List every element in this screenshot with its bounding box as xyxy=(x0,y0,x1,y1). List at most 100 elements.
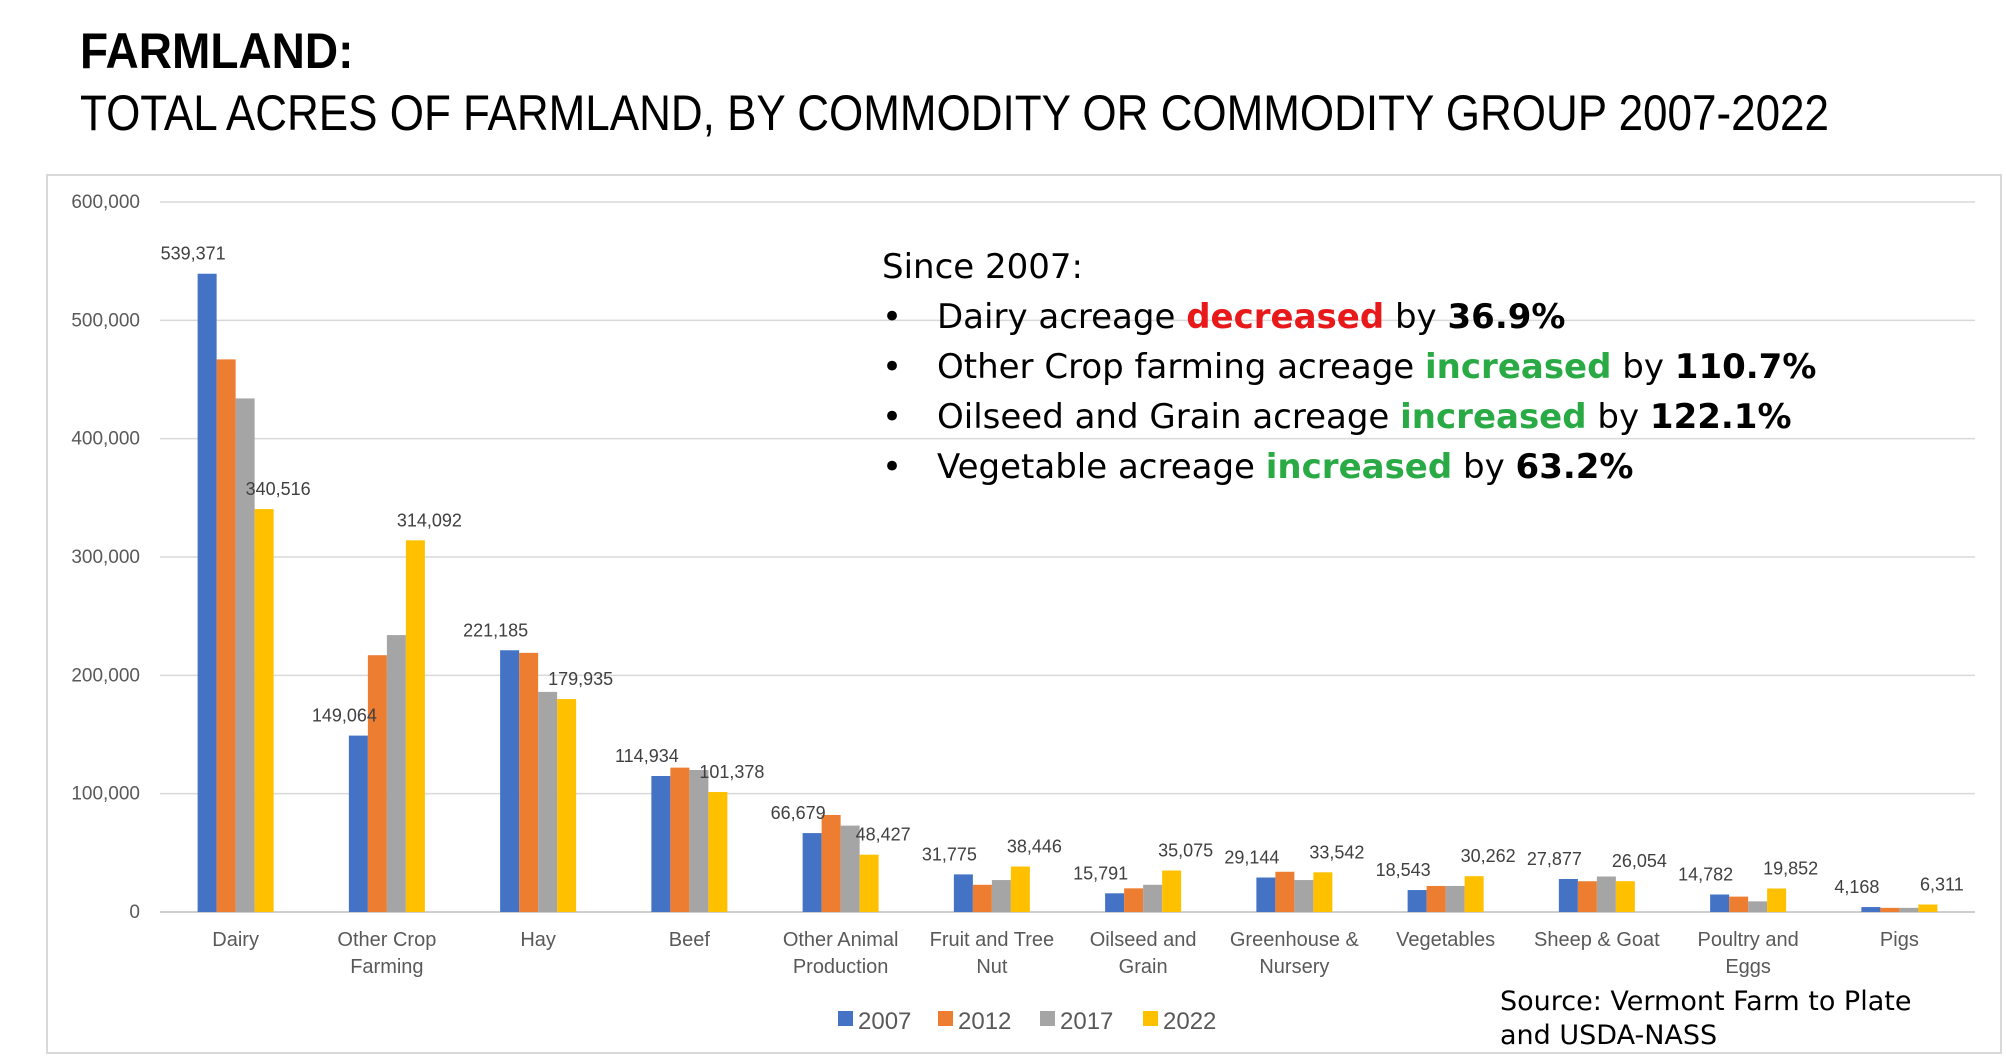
data-label: 30,262 xyxy=(1461,846,1516,866)
legend: 2007 2012 2017 2022 xyxy=(838,1008,1216,1035)
y-tick-label: 400,000 xyxy=(71,429,140,450)
chart-title: FARMLAND: xyxy=(80,23,354,79)
bar xyxy=(216,359,236,913)
bar xyxy=(651,775,671,912)
bar xyxy=(1615,881,1635,912)
bar xyxy=(1918,904,1938,912)
bar xyxy=(953,874,973,912)
data-label: 314,092 xyxy=(397,510,462,530)
callout-text: by xyxy=(1611,347,1675,387)
x-category-label: Beef xyxy=(669,929,711,951)
bar xyxy=(1445,885,1465,912)
bar xyxy=(859,854,879,912)
callout-keyword: increased xyxy=(1400,397,1587,437)
callout-keyword: decreased xyxy=(1186,297,1385,337)
y-tick-label: 0 xyxy=(129,902,140,923)
bullet-icon: • xyxy=(882,297,903,337)
x-category-label: Other Animal xyxy=(783,929,899,951)
data-label: 33,542 xyxy=(1309,842,1364,862)
callout-item-other-crop: • Other Crop farming acreage increased b… xyxy=(882,342,1816,392)
legend-swatch xyxy=(1040,1011,1055,1026)
x-category-label: Nut xyxy=(976,956,1008,978)
bar xyxy=(689,770,709,912)
y-tick-label: 200,000 xyxy=(71,665,140,686)
callout-keyword: increased xyxy=(1425,347,1612,387)
bar xyxy=(802,833,822,912)
bar xyxy=(348,735,368,912)
data-label: 66,679 xyxy=(771,803,826,823)
bar xyxy=(1558,879,1578,912)
callout-text: by xyxy=(1586,397,1650,437)
bar xyxy=(1256,877,1276,912)
callout-text: Vegetable acreage xyxy=(937,447,1266,487)
bar xyxy=(197,273,217,912)
bar xyxy=(1464,876,1484,912)
data-label: 18,543 xyxy=(1376,860,1431,880)
x-category-label: Eggs xyxy=(1725,956,1771,978)
bullet-icon: • xyxy=(882,447,903,487)
legend-label: 2012 xyxy=(958,1008,1011,1035)
y-tick-label: 100,000 xyxy=(71,784,140,805)
bar xyxy=(1596,876,1616,912)
data-label: 38,446 xyxy=(1007,837,1062,857)
bar xyxy=(1162,870,1182,912)
callout-text: Oilseed and Grain acreage xyxy=(937,397,1401,437)
x-category-label: Sheep & Goat xyxy=(1534,929,1660,951)
data-label: 29,144 xyxy=(1224,848,1279,868)
callout-value: 110.7% xyxy=(1674,347,1817,387)
bar xyxy=(519,652,539,912)
bar xyxy=(1880,907,1900,912)
y-tick-label: 300,000 xyxy=(71,547,140,568)
bar xyxy=(1313,872,1333,912)
callout-item-vegetable: • Vegetable acreage increased by 63.2% xyxy=(882,442,1816,492)
bullet-icon: • xyxy=(882,347,903,387)
callout-box: Since 2007: • Dairy acreage decreased by… xyxy=(882,242,1816,492)
bar xyxy=(1124,888,1144,912)
callout-value: 36.9% xyxy=(1447,297,1566,337)
x-category-label: Grain xyxy=(1119,956,1168,978)
legend-label: 2017 xyxy=(1060,1008,1113,1035)
x-category-label: Pigs xyxy=(1880,929,1919,951)
chart-subtitle: TOTAL ACRES OF FARMLAND, BY COMMODITY OR… xyxy=(80,85,1829,141)
data-label: 31,775 xyxy=(922,844,977,864)
legend-label: 2007 xyxy=(858,1008,911,1035)
bar xyxy=(1767,888,1787,912)
bar xyxy=(1577,881,1597,912)
x-category-label: Oilseed and xyxy=(1090,929,1197,951)
y-axis-tick-labels: 0 100,000 200,000 300,000 400,000 500,000 600,… xyxy=(71,192,140,923)
data-label: 27,877 xyxy=(1527,849,1582,869)
bar xyxy=(235,398,255,912)
bar xyxy=(972,884,992,912)
bar xyxy=(991,880,1011,912)
x-category-label: Hay xyxy=(520,929,556,951)
callout-value: 63.2% xyxy=(1515,447,1634,487)
data-label: 26,054 xyxy=(1612,851,1667,871)
x-category-label: Nursery xyxy=(1259,956,1329,978)
legend-swatch xyxy=(838,1011,853,1026)
data-label: 179,935 xyxy=(548,669,613,689)
x-axis-category-labels: Dairy Other Crop Farming Hay Beef Other Anima… xyxy=(212,929,1919,978)
legend-label: 2022 xyxy=(1163,1008,1216,1035)
bar xyxy=(386,635,406,912)
bar xyxy=(708,792,728,912)
x-category-label: Other Crop xyxy=(337,929,436,951)
data-label: 101,378 xyxy=(699,762,764,782)
bar xyxy=(1729,896,1749,912)
callout-list: • Dairy acreage decreased by 36.9% • Oth… xyxy=(882,292,1816,492)
x-category-label: Production xyxy=(793,956,889,978)
data-label: 6,311 xyxy=(1920,875,1964,895)
bar xyxy=(670,767,690,912)
y-tick-label: 600,000 xyxy=(71,192,140,213)
bar xyxy=(1748,901,1768,912)
legend-swatch xyxy=(938,1011,953,1026)
callout-text: by xyxy=(1384,297,1448,337)
y-tick-label: 500,000 xyxy=(71,310,140,331)
data-label: 539,371 xyxy=(161,244,226,264)
data-label: 221,185 xyxy=(463,620,528,640)
bar xyxy=(1899,907,1919,912)
data-label: 19,852 xyxy=(1763,859,1818,879)
data-label: 4,168 xyxy=(1834,877,1879,897)
data-label: 149,064 xyxy=(312,706,377,726)
data-label: 15,791 xyxy=(1073,863,1128,883)
